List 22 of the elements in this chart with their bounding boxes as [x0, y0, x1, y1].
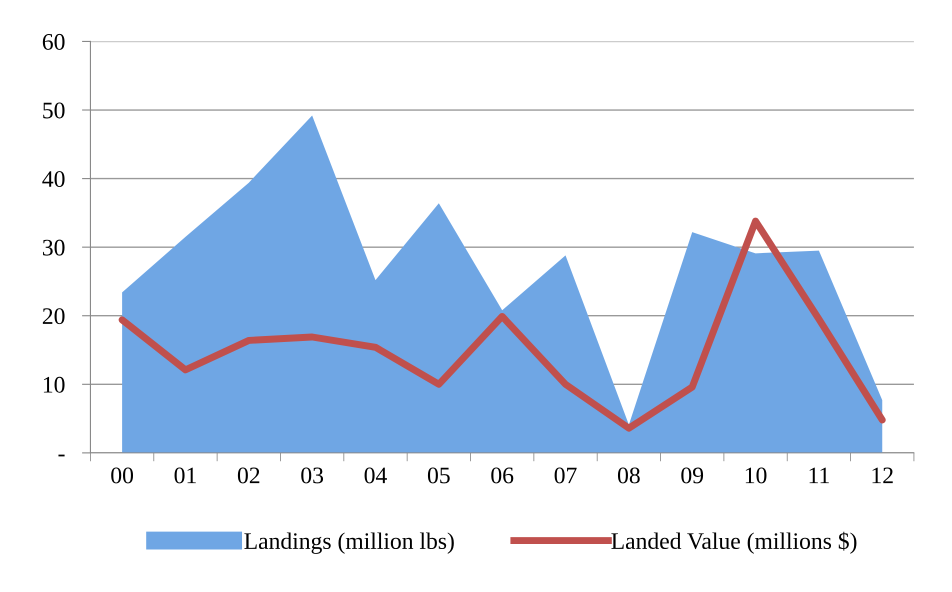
x-tick-label: 12	[872, 468, 893, 484]
x-tick-label: 01	[174, 467, 196, 484]
y-tick-label: 20	[42, 308, 65, 324]
legend-label: Landings (million lbs)	[244, 532, 454, 554]
y-tick-label: 60	[42, 34, 65, 50]
x-tick-label: 09	[681, 467, 704, 484]
y-tick-label: 50	[43, 102, 65, 118]
y-tick-label: -	[58, 454, 65, 456]
x-tick-label: 05	[428, 467, 450, 484]
legend-label: Landed Value (millions $)	[611, 532, 856, 554]
x-tick-label: 03	[301, 467, 324, 484]
y-tick-label: 30	[42, 240, 65, 256]
y-tick-label: 40	[42, 171, 65, 188]
x-tick-label: 04	[364, 467, 387, 484]
x-tick-label: 10	[746, 467, 766, 484]
x-tick-label: 06	[491, 467, 514, 484]
x-tick-label: 11	[810, 468, 829, 484]
y-tick-label: 10	[44, 376, 65, 393]
x-tick-label: 00	[111, 467, 134, 484]
x-tick-label: 02	[238, 467, 260, 484]
x-tick-label: 08	[618, 467, 640, 484]
x-tick-label: 07	[554, 467, 577, 484]
